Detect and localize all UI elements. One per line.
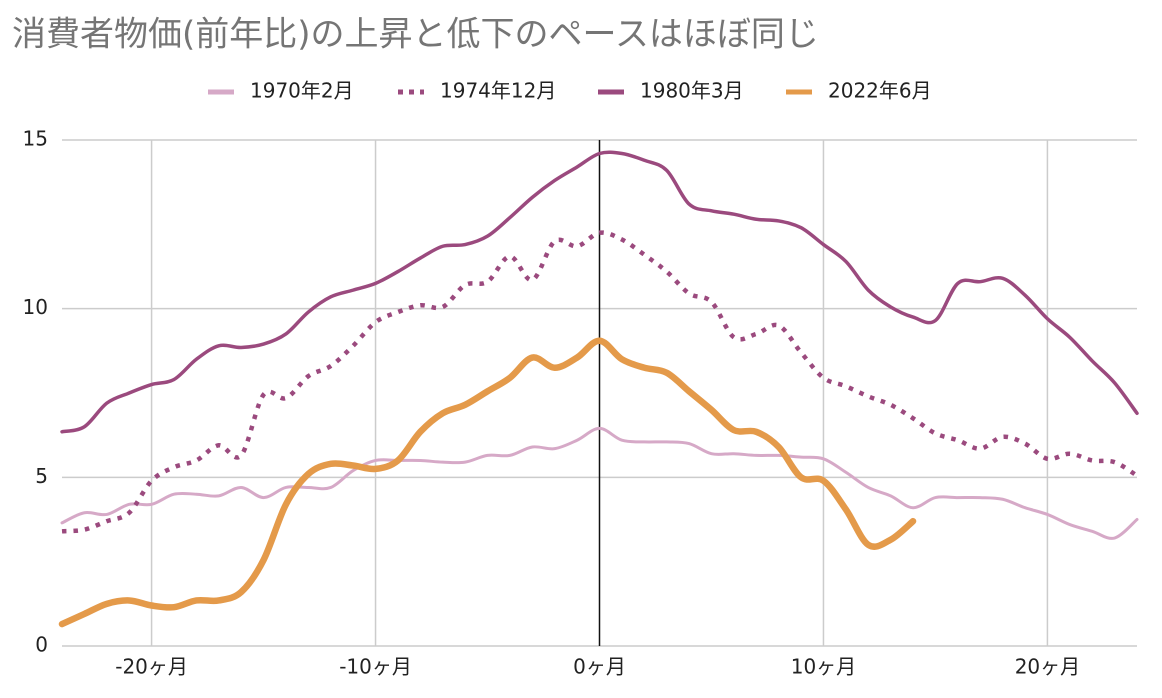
x-tick-label: 0ヶ月 [573,655,626,679]
y-tick-label: 5 [35,464,48,488]
x-tick-label: -10ヶ月 [339,655,412,679]
y-tick-label: 0 [35,633,48,657]
series-line [60,426,1139,540]
legend-label: 1970年2月 [250,79,354,103]
x-tick-label: 20ヶ月 [1015,655,1080,679]
x-tick-label: -20ヶ月 [115,655,188,679]
legend-label: 1974年12月 [440,79,556,103]
y-tick-label: 15 [23,127,48,151]
x-tick-label: 10ヶ月 [791,655,856,679]
series-line [60,150,1139,434]
y-tick-label: 10 [23,295,48,319]
chart-title: 消費者物価(前年比)の上昇と低下のペースはほぼ同じ [12,15,819,55]
legend-label: 1980年3月 [640,79,744,103]
legend-label: 2022年6月 [828,79,932,103]
series-line [58,337,917,628]
